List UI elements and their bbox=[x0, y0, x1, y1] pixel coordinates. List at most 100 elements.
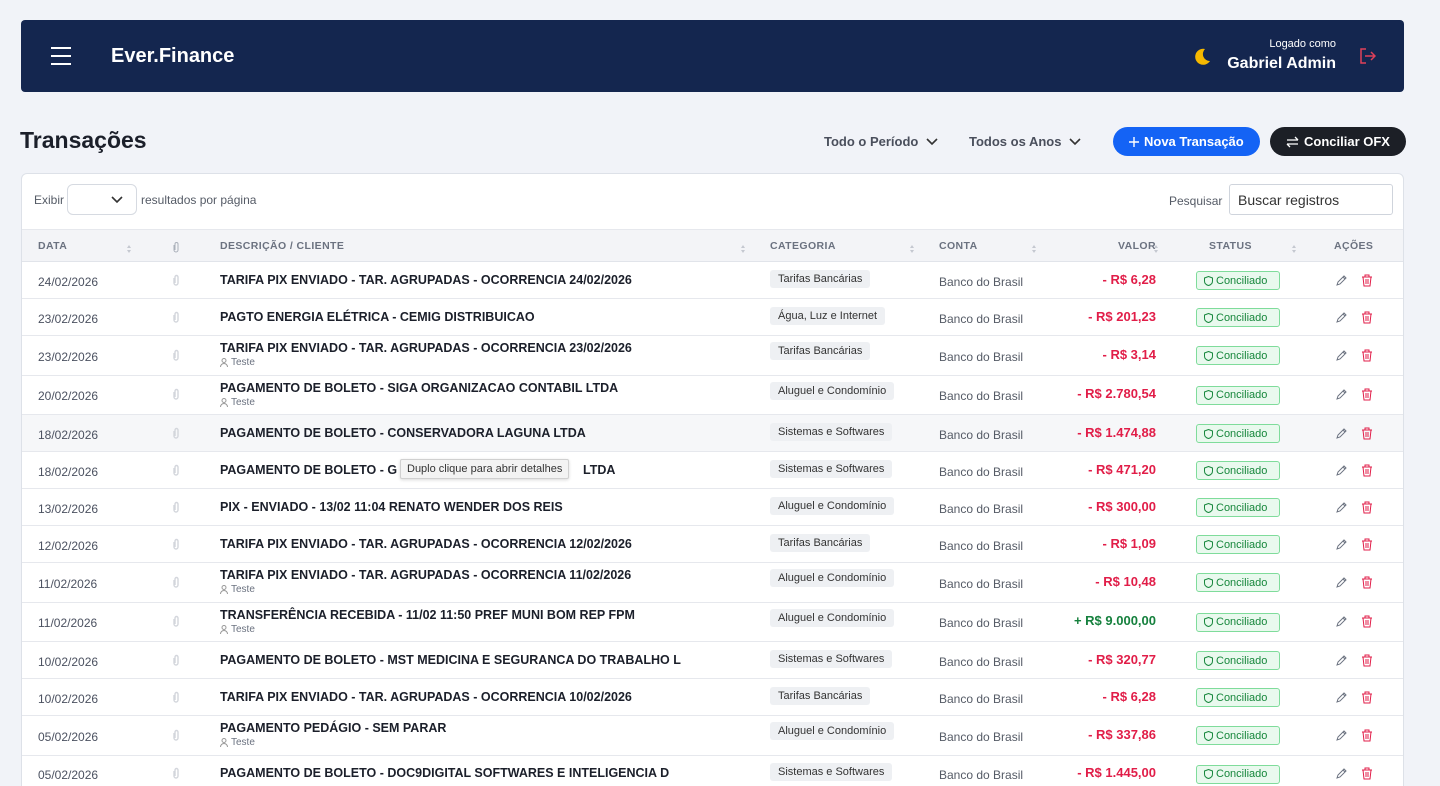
menu-icon[interactable] bbox=[50, 46, 72, 66]
date: 13/02/2026 bbox=[38, 501, 99, 516]
attachment-icon bbox=[172, 388, 180, 404]
client: Teste bbox=[220, 397, 255, 408]
status-badge: Conciliado bbox=[1196, 271, 1280, 290]
transaction-row[interactable]: 11/02/2026 TRANSFERÊNCIA RECEBIDA - 11/02… bbox=[22, 602, 1403, 642]
edit-button[interactable] bbox=[1335, 464, 1348, 480]
transaction-row[interactable]: 23/02/2026 TARIFA PIX ENVIADO - TAR. AGRU… bbox=[22, 336, 1403, 376]
status-text: Conciliado bbox=[1216, 427, 1268, 440]
attachment-header-icon bbox=[172, 240, 180, 258]
delete-button[interactable] bbox=[1361, 538, 1373, 554]
transaction-row[interactable]: 23/02/2026 PAGTO ENERGIA ELÉTRICA - CEMIG… bbox=[22, 299, 1403, 336]
delete-button[interactable] bbox=[1361, 311, 1373, 327]
date: 20/02/2026 bbox=[38, 389, 99, 404]
edit-button[interactable] bbox=[1335, 576, 1348, 592]
transaction-row[interactable]: 18/02/2026 PAGAMENTO DE BOLETO - CONSERVA… bbox=[22, 415, 1403, 452]
column-header: AÇÕES bbox=[1334, 240, 1374, 252]
edit-button[interactable] bbox=[1335, 427, 1348, 443]
status-text: Conciliado bbox=[1216, 654, 1268, 667]
year-filter[interactable]: Todos os Anos bbox=[969, 134, 1082, 149]
period-filter[interactable]: Todo o Período bbox=[824, 134, 938, 149]
edit-button[interactable] bbox=[1335, 691, 1348, 707]
amount: - R$ 1,09 bbox=[1102, 535, 1156, 551]
date: 24/02/2026 bbox=[38, 274, 99, 289]
delete-button[interactable] bbox=[1361, 349, 1373, 365]
theme-toggle[interactable] bbox=[1193, 47, 1211, 65]
attachment-icon bbox=[172, 576, 180, 592]
page-size-select[interactable] bbox=[67, 184, 137, 215]
delete-button[interactable] bbox=[1361, 654, 1373, 670]
date: 23/02/2026 bbox=[38, 349, 99, 364]
transaction-row[interactable]: 18/02/2026 PAGAMENTO DE BOLETO - G Duplo c… bbox=[22, 452, 1403, 489]
search-label: Pesquisar bbox=[1169, 194, 1223, 208]
status-text: Conciliado bbox=[1216, 349, 1268, 362]
column-header: STATUS bbox=[1209, 240, 1252, 252]
edit-button[interactable] bbox=[1335, 729, 1348, 745]
edit-button[interactable] bbox=[1335, 501, 1348, 517]
client-name: Teste bbox=[231, 584, 255, 595]
tooltip: Duplo clique para abrir detalhes bbox=[400, 459, 570, 479]
attachment-icon bbox=[172, 311, 180, 327]
category: Sistemas e Softwares bbox=[770, 459, 893, 478]
transaction-row[interactable]: 20/02/2026 PAGAMENTO DE BOLETO - SIGA ORG… bbox=[22, 375, 1403, 415]
page-title: Transações bbox=[20, 127, 147, 153]
edit-button[interactable] bbox=[1335, 615, 1348, 631]
description: PAGAMENTO DE BOLETO - SIGA ORGANIZACAO C… bbox=[220, 380, 619, 395]
description: TARIFA PIX ENVIADO - TAR. AGRUPADAS - OC… bbox=[220, 536, 632, 551]
delete-button[interactable] bbox=[1361, 388, 1373, 404]
status-badge: Conciliado bbox=[1196, 688, 1280, 707]
attachment-icon bbox=[172, 691, 180, 707]
edit-button[interactable] bbox=[1335, 274, 1348, 290]
edit-button[interactable] bbox=[1335, 538, 1348, 554]
status-text: Conciliado bbox=[1216, 691, 1268, 704]
account: Banco do Brasil bbox=[939, 576, 1024, 591]
transaction-row[interactable]: 05/02/2026 PAGAMENTO PEDÁGIO - SEM PARAR T… bbox=[22, 716, 1403, 756]
amount: - R$ 10,48 bbox=[1095, 573, 1156, 589]
category: Aluguel e Condomínio bbox=[770, 569, 895, 587]
delete-button[interactable] bbox=[1361, 691, 1373, 707]
date: 10/02/2026 bbox=[38, 691, 99, 706]
delete-button[interactable] bbox=[1361, 274, 1373, 290]
delete-button[interactable] bbox=[1361, 729, 1373, 745]
account: Banco do Brasil bbox=[939, 729, 1024, 744]
status-text: Conciliado bbox=[1216, 501, 1268, 514]
description: PIX - ENVIADO - 13/02 11:04 RENATO WENDE… bbox=[220, 499, 563, 514]
column-header: DATA bbox=[38, 240, 68, 252]
edit-button[interactable] bbox=[1335, 767, 1348, 783]
status-badge: Conciliado bbox=[1196, 461, 1280, 480]
delete-button[interactable] bbox=[1361, 576, 1373, 592]
delete-button[interactable] bbox=[1361, 767, 1373, 783]
transaction-row[interactable]: 12/02/2026 TARIFA PIX ENVIADO - TAR. AGRU… bbox=[22, 526, 1403, 563]
date: 18/02/2026 bbox=[38, 464, 99, 479]
delete-button[interactable] bbox=[1361, 615, 1373, 631]
delete-button[interactable] bbox=[1361, 464, 1373, 480]
search-input[interactable]: Buscar registros bbox=[1229, 184, 1393, 215]
transaction-row[interactable]: 13/02/2026 PIX - ENVIADO - 13/02 11:04 RE… bbox=[22, 489, 1403, 526]
account: Banco do Brasil bbox=[939, 349, 1024, 364]
edit-button[interactable] bbox=[1335, 388, 1348, 404]
logout-icon[interactable] bbox=[1359, 48, 1376, 64]
category: Tarifas Bancárias bbox=[770, 269, 871, 288]
client-name: Teste bbox=[231, 737, 255, 748]
table-card: Exibir resultados por página Pesquisar B… bbox=[21, 173, 1404, 786]
account: Banco do Brasil bbox=[939, 691, 1024, 706]
new-transaction-button[interactable]: Nova Transação bbox=[1113, 127, 1260, 156]
edit-button[interactable] bbox=[1335, 349, 1348, 365]
client: Teste bbox=[220, 357, 255, 368]
status-text: Conciliado bbox=[1216, 538, 1268, 551]
delete-button[interactable] bbox=[1361, 427, 1373, 443]
transaction-row[interactable]: 10/02/2026 PAGAMENTO DE BOLETO - MST MEDI… bbox=[22, 642, 1403, 679]
edit-button[interactable] bbox=[1335, 311, 1348, 327]
transaction-row[interactable]: 05/02/2026 PAGAMENTO DE BOLETO - DOC9DIGI… bbox=[22, 755, 1403, 786]
show-label: Exibir bbox=[34, 193, 65, 207]
transaction-row[interactable]: 24/02/2026 TARIFA PIX ENVIADO - TAR. AGRU… bbox=[22, 262, 1403, 299]
transaction-row[interactable]: 11/02/2026 TARIFA PIX ENVIADO - TAR. AGRU… bbox=[22, 563, 1403, 603]
account: Banco do Brasil bbox=[939, 654, 1024, 669]
sort-icon bbox=[126, 241, 132, 259]
category: Aluguel e Condomínio bbox=[770, 381, 895, 400]
category: Tarifas Bancárias bbox=[770, 533, 871, 552]
description-tail: LTDA bbox=[583, 462, 616, 477]
transaction-row[interactable]: 10/02/2026 TARIFA PIX ENVIADO - TAR. AGRU… bbox=[22, 679, 1403, 716]
delete-button[interactable] bbox=[1361, 501, 1373, 517]
edit-button[interactable] bbox=[1335, 654, 1348, 670]
ofx-button[interactable]: Conciliar OFX bbox=[1270, 127, 1406, 156]
